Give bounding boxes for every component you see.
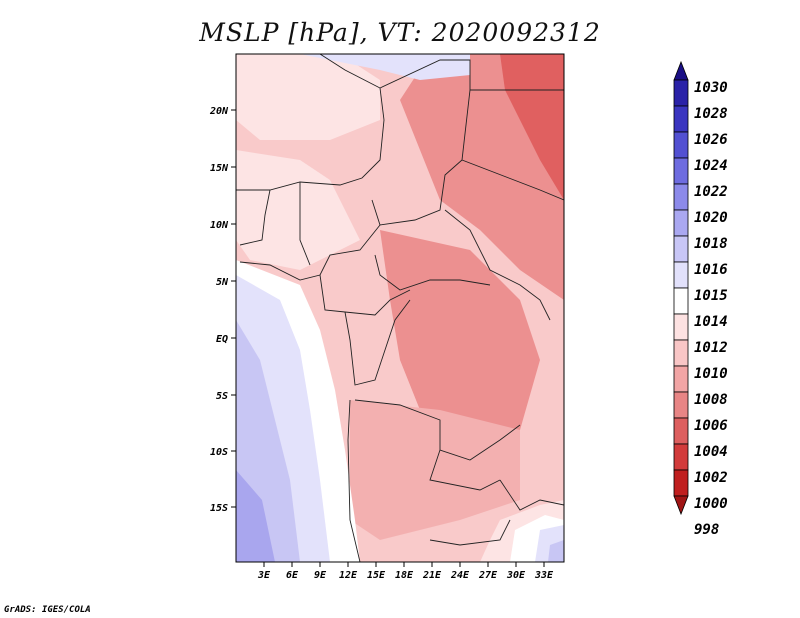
colorbar-segment bbox=[673, 157, 689, 185]
lat-label: 20N bbox=[209, 106, 229, 117]
colorbar-segment bbox=[673, 313, 689, 341]
lat-label: 10S bbox=[210, 447, 228, 458]
colorbar-segment bbox=[673, 105, 689, 133]
colorbar-label: 1028 bbox=[694, 106, 728, 122]
lon-label: 9E bbox=[314, 570, 327, 581]
colorbar-segment bbox=[673, 417, 689, 445]
country-borders bbox=[236, 54, 564, 562]
colorbar-segment bbox=[673, 261, 689, 289]
lat-label: 15N bbox=[210, 163, 229, 174]
colorbar-label: 1006 bbox=[694, 418, 728, 434]
colorbar-label: 1018 bbox=[694, 236, 728, 252]
colorbar-label: 1015 bbox=[694, 288, 728, 304]
colorbar-segment bbox=[673, 365, 689, 393]
colorbar-segment bbox=[673, 79, 689, 107]
colorbar-segment bbox=[673, 287, 689, 315]
lon-label: 15E bbox=[367, 570, 386, 581]
lon-label: 3E bbox=[257, 570, 271, 581]
colorbar-label: 1030 bbox=[694, 80, 728, 96]
colorbar-segment bbox=[673, 209, 689, 237]
colorbar-label: 1024 bbox=[694, 158, 728, 174]
colorbar-label: 1022 bbox=[694, 184, 728, 200]
colorbar-label: 998 bbox=[694, 522, 720, 538]
colorbar-top-arrow bbox=[673, 60, 689, 81]
colorbar-label: 1004 bbox=[694, 444, 728, 460]
colorbar-label: 1026 bbox=[694, 132, 728, 148]
colorbar-bottom-arrow bbox=[673, 495, 689, 516]
lon-labels: 3E 6E 9E 12E 15E 18E 21E 24E 27E 30E 33E bbox=[257, 570, 554, 581]
lat-ticks bbox=[231, 109, 236, 508]
chart-title: MSLP [hPa], VT: 2020092312 bbox=[199, 18, 601, 47]
lon-label: 27E bbox=[478, 570, 498, 581]
colorbar-label: 1020 bbox=[694, 210, 728, 226]
grads-credit: GrADS: IGES/COLA bbox=[4, 605, 91, 615]
colorbar bbox=[673, 60, 689, 516]
lon-ticks bbox=[263, 562, 545, 567]
lat-label: 15S bbox=[210, 503, 228, 514]
colorbar-label: 1002 bbox=[694, 470, 728, 486]
lat-label: 10N bbox=[210, 220, 229, 231]
map-frame bbox=[235, 53, 565, 563]
colorbar-segment bbox=[673, 235, 689, 263]
colorbar-label: 1000 bbox=[694, 496, 728, 512]
colorbar-segment bbox=[673, 391, 689, 419]
colorbar-segment bbox=[673, 131, 689, 159]
colorbar-label: 1012 bbox=[694, 340, 728, 356]
colorbar-label: 1010 bbox=[694, 366, 728, 382]
colorbar-segment bbox=[673, 339, 689, 367]
lon-label: 18E bbox=[395, 570, 414, 581]
lon-label: 6E bbox=[286, 570, 299, 581]
colorbar-segment bbox=[673, 183, 689, 211]
colorbar-label: 1016 bbox=[694, 262, 728, 278]
colorbar-label: 1014 bbox=[694, 314, 728, 330]
lat-label: EQ bbox=[216, 334, 228, 345]
lon-label: 21E bbox=[422, 570, 442, 581]
lon-label: 30E bbox=[506, 570, 526, 581]
lat-label: 5S bbox=[216, 391, 228, 402]
lon-label: 33E bbox=[534, 570, 554, 581]
pressure-fill bbox=[236, 54, 564, 562]
lon-label: 24E bbox=[450, 570, 470, 581]
colorbar-label: 1008 bbox=[694, 392, 728, 408]
colorbar-segment bbox=[673, 443, 689, 471]
lat-labels: 20N 15N 10N 5N EQ 5S 10S 15S bbox=[209, 106, 229, 514]
lon-label: 12E bbox=[339, 570, 358, 581]
colorbar-segment bbox=[673, 469, 689, 497]
lat-label: 5N bbox=[216, 277, 229, 288]
